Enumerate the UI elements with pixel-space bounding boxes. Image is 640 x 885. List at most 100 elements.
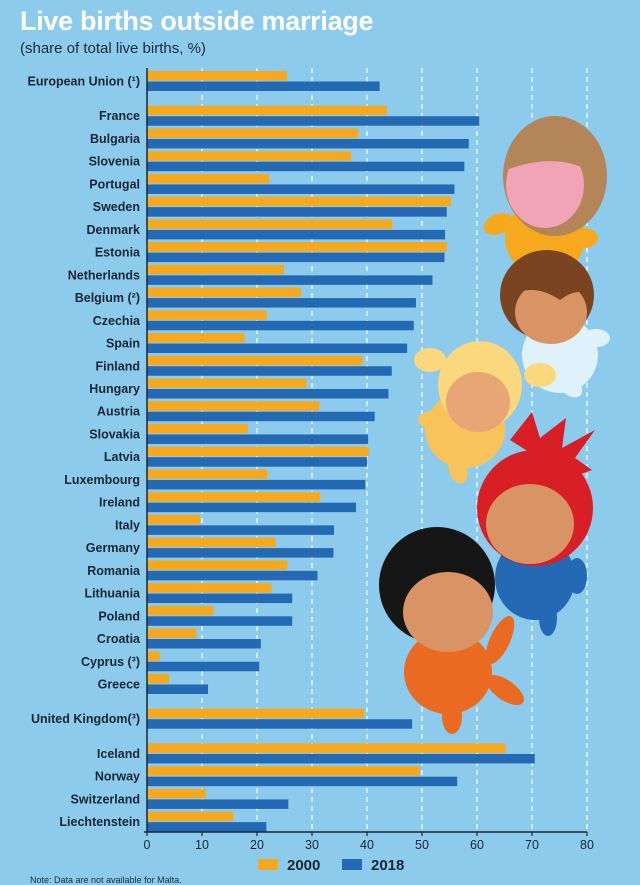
category-label-united-kingdom: United Kingdom(³)	[31, 712, 140, 726]
bar-2018-cyprus	[147, 661, 260, 672]
category-label-estonia: Estonia	[95, 246, 141, 260]
bar-2018-france	[147, 116, 480, 126]
child-illustration-4	[477, 412, 595, 636]
bar-2000-france	[147, 105, 387, 116]
bar-2000-romania	[147, 560, 288, 570]
bar-2018-iceland	[147, 753, 535, 764]
bar-2018-italy	[147, 525, 334, 535]
category-label-hungary: Hungary	[89, 382, 140, 396]
bar-2018-bulgaria	[147, 138, 469, 149]
bar-2000-croatia	[147, 628, 197, 639]
bar-2000-sweden	[147, 196, 452, 207]
bar-2000-belgium	[147, 287, 301, 298]
category-label-france: France	[99, 109, 140, 123]
bar-2018-ireland	[147, 502, 356, 513]
bar-2000-cyprus	[147, 651, 160, 661]
bar-2018-poland	[147, 616, 293, 626]
bar-2000-finland	[147, 355, 363, 366]
bar-2000-liechtenstein	[147, 811, 234, 822]
bar-2000-denmark	[147, 219, 393, 229]
bar-2000-portugal	[147, 173, 270, 184]
x-tick-label-0: 0	[144, 838, 151, 852]
bars	[147, 71, 535, 832]
category-label-czechia: Czechia	[93, 314, 141, 328]
category-label-greece: Greece	[98, 677, 140, 691]
bar-2018-slovakia	[147, 434, 369, 444]
bar-2000-greece	[147, 673, 169, 684]
bar-2000-germany	[147, 537, 276, 548]
bar-2018-germany	[147, 548, 334, 558]
bar-2018-croatia	[147, 639, 261, 649]
category-label-slovakia: Slovakia	[89, 427, 141, 441]
category-label-italy: Italy	[115, 518, 140, 532]
x-axis: 0 10 20 30 40 50 60 70 80	[144, 68, 594, 852]
bar-2000-slovenia	[147, 151, 352, 161]
bar-2000-estonia	[147, 242, 447, 252]
child-illustration-3	[414, 341, 556, 484]
category-label-switzerland: Switzerland	[71, 792, 140, 806]
bar-2018-austria	[147, 411, 375, 422]
category-label-european-union: European Union (¹)	[28, 75, 141, 89]
bar-2018-european-union	[147, 81, 380, 91]
legend: 2000 2018	[258, 857, 404, 874]
category-label-luxembourg: Luxembourg	[64, 473, 140, 487]
bar-2000-luxembourg	[147, 469, 268, 479]
bar-2018-slovenia	[147, 161, 465, 172]
bar-2018-romania	[147, 570, 318, 581]
bar-2000-united-kingdom	[147, 708, 365, 719]
bar-2000-hungary	[147, 378, 307, 388]
bar-2018-liechtenstein	[147, 822, 267, 832]
bar-2000-norway	[147, 766, 420, 776]
child-illustration-5	[379, 527, 524, 734]
bar-2018-spain	[147, 343, 408, 354]
bar-2018-belgium	[147, 298, 416, 308]
category-label-belgium: Belgium (²)	[75, 291, 140, 305]
legend-label-2018: 2018	[371, 857, 404, 874]
category-label-sweden: Sweden	[93, 200, 140, 214]
x-tick-label-10: 10	[195, 838, 209, 852]
bar-2018-netherlands	[147, 275, 433, 285]
category-label-netherlands: Netherlands	[68, 268, 140, 282]
chart-title: Live births outside marriage	[20, 6, 374, 36]
category-label-denmark: Denmark	[87, 223, 141, 237]
bar-2018-hungary	[147, 388, 389, 399]
bar-2000-ireland	[147, 492, 321, 502]
bar-2000-czechia	[147, 310, 267, 320]
x-tick-label-60: 60	[470, 838, 484, 852]
legend-label-2000: 2000	[287, 857, 320, 874]
legend-swatch-2018	[342, 859, 362, 870]
chart-subtitle: (share of total live births, %)	[20, 40, 206, 57]
category-label-latvia: Latvia	[104, 450, 141, 464]
bar-2018-luxembourg	[147, 479, 366, 490]
x-tick-label-30: 30	[305, 838, 319, 852]
category-label-germany: Germany	[86, 541, 140, 555]
category-label-cyprus: Cyprus (³)	[81, 655, 140, 669]
bar-2018-latvia	[147, 457, 367, 467]
bar-2018-sweden	[147, 207, 447, 217]
category-label-liechtenstein: Liechtenstein	[59, 815, 140, 829]
bar-2018-czechia	[147, 320, 414, 331]
footnote: Note: Data are not available for Malta.	[30, 875, 182, 885]
bar-2000-netherlands	[147, 264, 284, 275]
bar-2000-slovakia	[147, 423, 248, 434]
category-label-romania: Romania	[87, 564, 141, 578]
bar-2018-greece	[147, 684, 209, 694]
x-tick-label-70: 70	[525, 838, 539, 852]
bar-2018-switzerland	[147, 799, 289, 809]
bar-2018-finland	[147, 366, 392, 376]
x-tick-label-80: 80	[580, 838, 594, 852]
bar-2018-estonia	[147, 252, 445, 263]
x-tick-label-50: 50	[415, 838, 429, 852]
x-tick-label-20: 20	[250, 838, 264, 852]
bar-2000-iceland	[147, 743, 506, 753]
child-illustration-2	[500, 250, 610, 398]
bar-2000-bulgaria	[147, 128, 359, 138]
bar-2000-latvia	[147, 446, 369, 457]
legend-swatch-2000	[258, 859, 278, 870]
bar-2018-denmark	[147, 229, 446, 240]
bar-2018-portugal	[147, 184, 455, 194]
category-label-slovenia: Slovenia	[89, 155, 141, 169]
bar-2000-lithuania	[147, 583, 272, 593]
category-label-norway: Norway	[95, 770, 140, 784]
